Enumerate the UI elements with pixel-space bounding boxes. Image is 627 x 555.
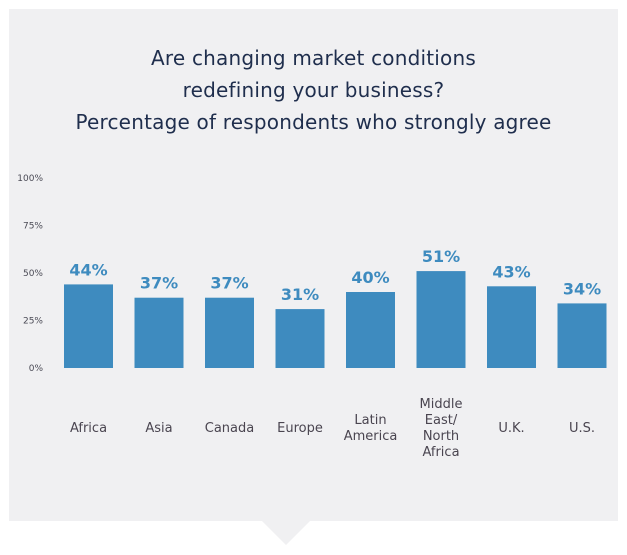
chart-title-line-1: Are changing market conditions xyxy=(151,46,476,70)
data-label: 37% xyxy=(210,274,248,293)
x-tick-label: Latin America xyxy=(344,413,398,444)
bar xyxy=(346,292,395,368)
x-tick-label: Canada xyxy=(205,421,254,436)
x-tick-label: U.S. xyxy=(569,421,595,436)
x-tick-label: Asia xyxy=(145,421,172,436)
chart-title-line-3: Percentage of respondents who strongly a… xyxy=(75,110,552,134)
y-tick-label: 50% xyxy=(23,269,43,279)
x-tick-label: Europe xyxy=(277,421,323,436)
bar xyxy=(487,286,536,368)
y-tick-label: 25% xyxy=(23,317,43,327)
y-tick-label: 0% xyxy=(29,364,44,374)
chart-panel xyxy=(9,9,618,521)
x-axis-labels: Africa Asia Canada Europe Latin America Middle… xyxy=(70,397,595,460)
chart-title: Are changing market conditions redefinin… xyxy=(0,42,627,138)
x-tick-label: U.K. xyxy=(498,421,524,436)
x-tick-label: Africa xyxy=(70,421,107,436)
bar xyxy=(134,297,184,368)
bar xyxy=(416,271,466,368)
data-label: 51% xyxy=(422,247,460,266)
bar xyxy=(557,303,607,368)
panel-pointer xyxy=(262,521,310,545)
bar xyxy=(275,309,325,368)
data-label: 37% xyxy=(140,274,178,293)
data-label: 43% xyxy=(492,262,530,281)
y-tick-label: 100% xyxy=(17,174,43,184)
chart-title-line-2: redefining your business? xyxy=(182,78,445,102)
y-axis: 0% 25% 50% 75% 100% xyxy=(17,174,43,374)
data-label: 40% xyxy=(351,268,389,287)
bar xyxy=(205,297,254,368)
y-tick-label: 75% xyxy=(23,222,43,232)
data-label: 34% xyxy=(563,279,601,298)
x-tick-label: Middle East/North Africa xyxy=(420,397,463,460)
data-label: 31% xyxy=(281,285,319,304)
bar xyxy=(64,284,113,368)
bars xyxy=(64,271,607,368)
data-labels: 44% 37% 37% 31% 40% 51% 43% 34% xyxy=(69,247,601,304)
data-label: 44% xyxy=(69,260,107,279)
